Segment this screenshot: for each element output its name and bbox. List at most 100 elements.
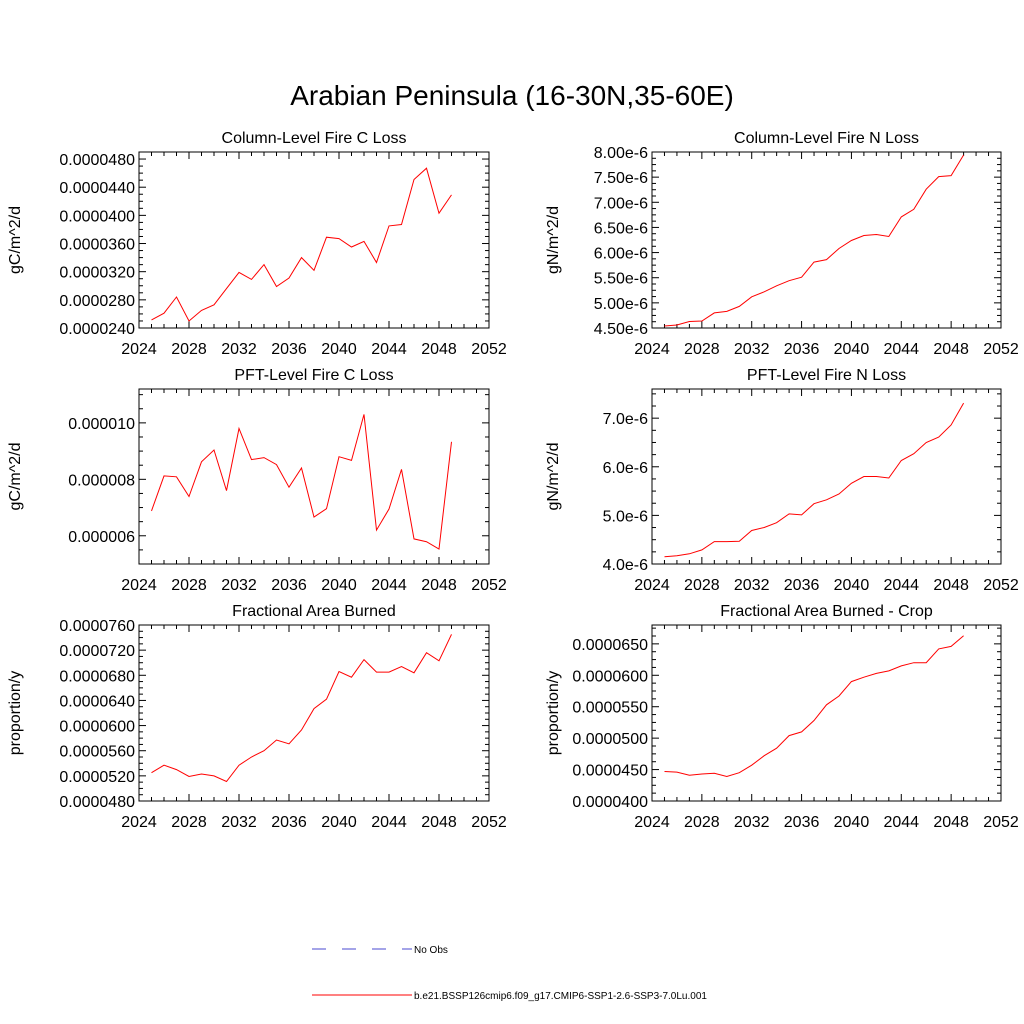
x-tick-label: 2044 — [371, 577, 407, 594]
y-tick-label: 6.0e-6 — [603, 460, 648, 477]
y-tick-label: 0.0000720 — [59, 643, 135, 660]
x-tick-label: 2040 — [834, 577, 870, 594]
x-tick-label: 2052 — [983, 577, 1019, 594]
y-tick-label: 5.0e-6 — [603, 508, 648, 525]
x-tick-label: 2032 — [734, 341, 770, 358]
y-tick-label: 7.50e-6 — [594, 170, 648, 187]
y-tick-label: 0.0000500 — [572, 731, 648, 748]
x-tick-label: 2028 — [171, 814, 207, 831]
x-tick-label: 2024 — [121, 341, 157, 358]
x-tick-label: 2024 — [634, 341, 670, 358]
x-tick-label: 2052 — [471, 341, 507, 358]
y-tick-label: 4.0e-6 — [603, 557, 648, 574]
x-tick-label: 2036 — [271, 341, 307, 358]
x-tick-label: 2036 — [271, 577, 307, 594]
x-tick-label: 2044 — [371, 341, 407, 358]
x-tick-label: 2032 — [221, 814, 257, 831]
y-tick-label: 0.0000760 — [59, 618, 135, 635]
y-axis-label: gN/m^2/d — [545, 443, 562, 511]
x-tick-label: 2052 — [471, 577, 507, 594]
y-axis-label: gN/m^2/d — [545, 206, 562, 274]
y-tick-label: 0.0000650 — [572, 637, 648, 654]
y-tick-label: 5.00e-6 — [594, 296, 648, 313]
panel-title: Column-Level Fire N Loss — [734, 130, 919, 147]
x-tick-label: 2032 — [734, 577, 770, 594]
chart-pft-level-fire-n-loss: 2024 2028 2032 2036 2040 2044 2048 2052 4.0e-6 5.… — [545, 367, 1019, 594]
x-tick-label: 2036 — [271, 814, 307, 831]
panel-title: PFT-Level Fire C Loss — [234, 367, 393, 384]
y-tick-label: 8.00e-6 — [594, 145, 648, 162]
x-tick-label: 2024 — [634, 577, 670, 594]
series-line — [664, 154, 965, 327]
x-tick-label: 2048 — [421, 341, 457, 358]
x-tick-label: 2052 — [471, 814, 507, 831]
series-line — [664, 635, 964, 778]
y-tick-label: 4.50e-6 — [594, 321, 648, 338]
y-tick-label: 0.000008 — [68, 472, 135, 489]
y-axis-label: gC/m^2/d — [7, 206, 24, 274]
x-tick-label: 2048 — [933, 814, 969, 831]
y-tick-label: 0.0000440 — [59, 180, 135, 197]
x-tick-label: 2048 — [421, 577, 457, 594]
plot-frame — [651, 151, 1002, 329]
panel-title: Column-Level Fire C Loss — [222, 130, 407, 147]
y-tick-label: 0.0000520 — [59, 769, 135, 786]
series-line — [151, 414, 452, 550]
x-tick-label: 2040 — [834, 341, 870, 358]
panel-title: Fractional Area Burned — [232, 603, 396, 620]
x-tick-label: 2040 — [834, 814, 870, 831]
y-tick-label: 0.0000640 — [59, 693, 135, 710]
x-tick-label: 2036 — [784, 814, 820, 831]
plot-frame — [138, 151, 490, 329]
x-tick-label: 2040 — [321, 341, 357, 358]
chart-fractional-area-burned: 2024 2028 2032 2036 2040 2044 2048 2052 0.000048… — [7, 603, 507, 831]
x-tick-label: 2048 — [933, 341, 969, 358]
y-tick-label: 0.000006 — [68, 529, 135, 546]
y-tick-label: 0.0000280 — [59, 293, 135, 310]
x-tick-label: 2044 — [883, 577, 919, 594]
y-tick-label: 0.000010 — [68, 416, 135, 433]
y-tick-label: 0.0000320 — [59, 265, 135, 282]
series-line — [151, 167, 452, 322]
x-tick-label: 2028 — [171, 341, 207, 358]
y-tick-label: 7.0e-6 — [603, 411, 648, 428]
y-tick-label: 0.0000680 — [59, 668, 135, 685]
x-tick-label: 2028 — [684, 577, 720, 594]
y-tick-label: 0.0000400 — [572, 794, 648, 811]
x-tick-label: 2052 — [983, 814, 1019, 831]
y-tick-label: 6.00e-6 — [594, 246, 648, 263]
series-line — [664, 402, 965, 558]
y-tick-label: 0.0000560 — [59, 744, 135, 761]
x-tick-label: 2044 — [371, 814, 407, 831]
y-tick-label: 0.0000550 — [572, 700, 648, 717]
y-tick-label: 7.00e-6 — [594, 195, 648, 212]
x-tick-label: 2028 — [684, 814, 720, 831]
y-axis-label: proportion/y — [7, 671, 24, 756]
figure-title: Arabian Peninsula (16-30N,35-60E) — [290, 80, 734, 111]
x-tick-label: 2044 — [883, 814, 919, 831]
panel-title: Fractional Area Burned - Crop — [720, 603, 933, 620]
x-tick-label: 2028 — [171, 577, 207, 594]
x-tick-label: 2036 — [784, 577, 820, 594]
y-tick-label: 0.0000360 — [59, 237, 135, 254]
legend-model-label: b.e21.BSSP126cmip6.f09_g17.CMIP6-SSP1-2.… — [414, 991, 707, 1002]
x-tick-label: 2032 — [221, 341, 257, 358]
chart-column-level-fire-c-loss: 2024 2028 2032 2036 2040 2044 2048 2052 0.000024… — [7, 130, 507, 358]
legend: No Obs b.e21.BSSP126cmip6.f09_g17.CMIP6-… — [312, 945, 707, 1002]
chart-fractional-area-burned-crop: 2024 2028 2032 2036 2040 2044 2048 2052 0.000040… — [545, 603, 1019, 831]
y-tick-label: 0.0000600 — [59, 719, 135, 736]
x-tick-label: 2032 — [734, 814, 770, 831]
y-axis-label: gC/m^2/d — [7, 443, 24, 511]
y-tick-label: 0.0000450 — [572, 763, 648, 780]
chart-column-level-fire-n-loss: 2024 2028 2032 2036 2040 2044 2048 2052 4.50e-6 5… — [545, 130, 1019, 358]
x-tick-label: 2028 — [684, 341, 720, 358]
plot-frame — [138, 388, 490, 565]
plot-frame — [138, 624, 490, 802]
y-tick-label: 0.0000600 — [572, 668, 648, 685]
x-tick-label: 2036 — [784, 341, 820, 358]
plot-frame — [651, 388, 1002, 565]
x-tick-label: 2040 — [321, 814, 357, 831]
x-tick-label: 2048 — [933, 577, 969, 594]
x-tick-label: 2024 — [634, 814, 670, 831]
series-line — [151, 634, 452, 783]
